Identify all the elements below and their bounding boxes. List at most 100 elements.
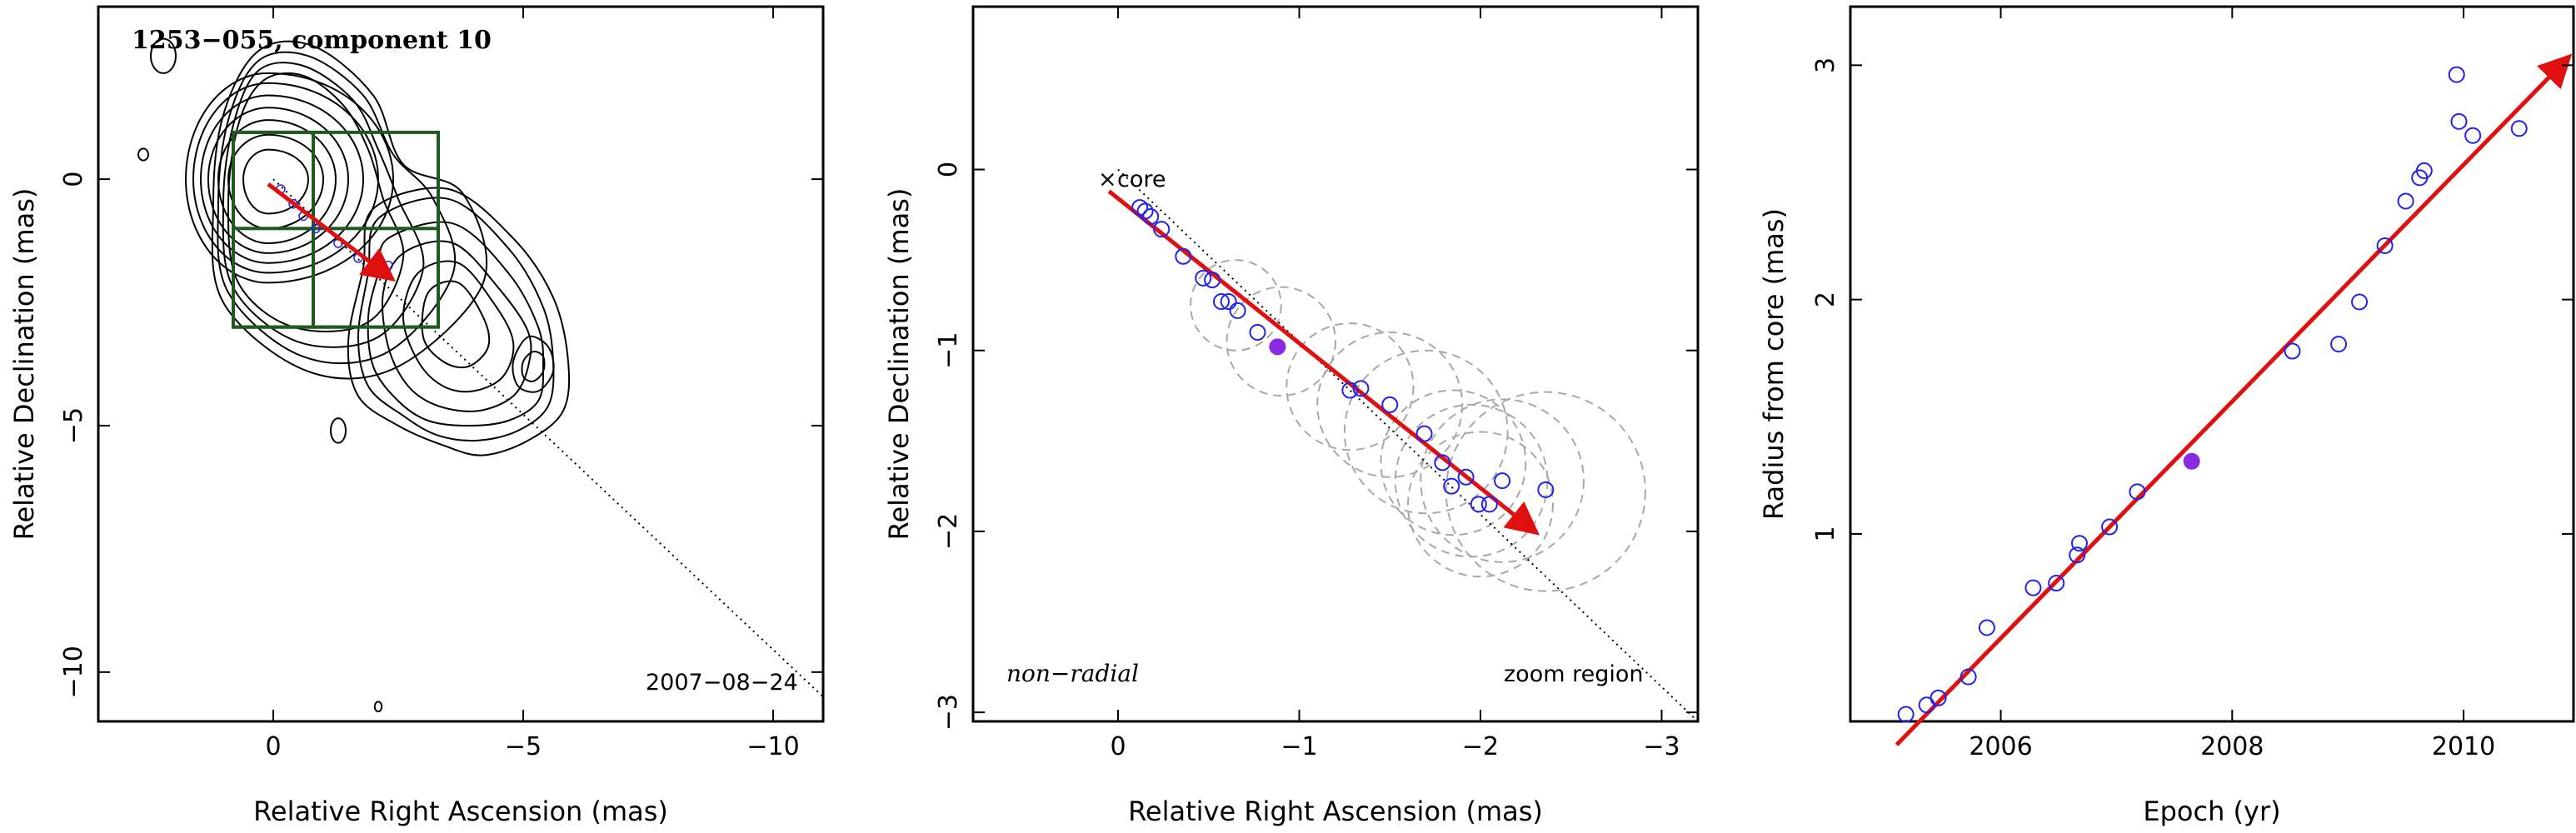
data-point (2397, 192, 2414, 210)
data-point (1153, 221, 1171, 238)
data-point (1470, 496, 1487, 513)
x-tick-label: 2008 (2200, 732, 2264, 761)
x-tick-label: −3 (1643, 732, 1680, 761)
data-point (1249, 323, 1266, 341)
contour-line (357, 197, 555, 441)
contour-line (373, 701, 383, 713)
uncertainty-circle (1343, 349, 1509, 515)
uncertainty-circle (1380, 389, 1527, 536)
annotation-non-radial: non−radial (1006, 660, 1139, 687)
contour-group (137, 37, 571, 713)
panel-contour-map: 0 −5 −10 0 −5 −10 1253−055, component 10 2007… (8, 5, 825, 827)
data-point (2024, 579, 2042, 596)
motion-arrow (267, 182, 396, 282)
data-point (2351, 293, 2369, 311)
y-axis-label: Relative Declination (mas) (883, 188, 915, 541)
epoch-label: 2007−08−24 (646, 670, 798, 696)
y-axis-label: Relative Declination (mas) (8, 188, 40, 541)
data-point (311, 223, 321, 234)
contour-line (217, 51, 457, 365)
x-tick-label: 0 (1110, 732, 1126, 761)
data-point (1457, 468, 1475, 486)
contour-line (184, 72, 395, 284)
highlight-point (2183, 452, 2200, 470)
contour-line (137, 147, 149, 162)
data-point (1897, 706, 1915, 723)
tick-group: 2006 2008 2010 1 2 3 (1811, 7, 2574, 761)
x-tick-label: −2 (1462, 732, 1499, 761)
data-point (2415, 162, 2433, 179)
y-tick-label: −10 (59, 646, 88, 698)
contour-line (227, 133, 325, 230)
contour-line (217, 119, 337, 245)
contour-line (207, 107, 350, 254)
chart-title: 1253−055, component 10 (132, 26, 492, 55)
data-point (1204, 271, 1221, 288)
data-point (2464, 127, 2482, 144)
contour-line (222, 62, 425, 348)
x-tick-label: −1 (1281, 732, 1317, 761)
contour-line (521, 351, 546, 382)
contour-line (211, 40, 487, 380)
panel-radius-vs-epoch: 2006 2008 2010 1 2 3 Epoch (yr) Radius from c… (1758, 5, 2575, 827)
plot-frame (1849, 5, 2575, 723)
data-point (1415, 425, 1433, 442)
data-point (383, 260, 393, 271)
x-axis-label: Epoch (yr) (2143, 796, 2280, 827)
data-point (1195, 269, 1212, 287)
x-axis-label: Relative Right Ascension (mas) (253, 796, 668, 827)
x-tick-label: 2010 (2432, 732, 2495, 761)
y-tick-label: 1 (1811, 526, 1840, 541)
uncertainty-circle (1226, 286, 1336, 397)
contour-line (242, 148, 310, 215)
uncertainty-circle (1407, 431, 1554, 578)
highlight-point (1269, 338, 1286, 356)
y-tick-label: −1 (934, 332, 963, 369)
data-point (1434, 454, 1451, 471)
y-tick-label: 2 (1811, 292, 1840, 307)
contour-line (381, 240, 532, 412)
data-point (1537, 481, 1555, 498)
trend-arrow (1895, 53, 2573, 746)
tick-group: 0 −1 −2 −3 0 −1 −2 −3 (934, 7, 1698, 761)
data-point (1494, 472, 1511, 490)
data-point (1443, 477, 1460, 495)
data-point (2048, 575, 2065, 592)
x-tick-label: 2006 (1969, 732, 2032, 761)
plot-frame (971, 5, 1700, 723)
data-point (1175, 247, 1192, 265)
x-axis-label: Relative Right Ascension (mas) (1128, 796, 1543, 827)
tick-group: 0 −5 −10 0 −5 −10 (59, 7, 823, 761)
x-tick-label: −10 (746, 732, 799, 761)
data-point (2448, 66, 2465, 83)
core-label: core (1117, 167, 1166, 192)
data-point (2284, 342, 2301, 360)
overlay-group (1107, 168, 1699, 722)
data-point (1978, 619, 1995, 636)
contour-line (512, 335, 555, 393)
zoom-box (232, 130, 315, 329)
y-tick-label: 3 (1811, 57, 1840, 73)
data-point (1229, 302, 1246, 319)
data-point (1930, 689, 1947, 706)
data-point (2510, 120, 2528, 137)
y-tick-label: 0 (934, 162, 963, 177)
data-point (2376, 237, 2394, 254)
data-point (1136, 202, 1154, 220)
data-point (1142, 207, 1160, 225)
x-tick-label: −5 (505, 732, 542, 761)
data-point (1480, 496, 1498, 513)
contour-line (347, 187, 571, 456)
y-tick-label: −3 (934, 694, 963, 731)
annotation-zoom-region: zoom region (1504, 661, 1643, 687)
data-point (2101, 518, 2119, 536)
data-point (2070, 535, 2088, 552)
uncertainty-circle (1286, 322, 1415, 451)
contour-line (421, 280, 491, 369)
uncertainty-circle (1190, 259, 1282, 352)
plot-frame (97, 5, 825, 723)
data-point (1918, 696, 1935, 714)
jet-axis-line (1117, 168, 1699, 722)
data-point (2330, 336, 2348, 353)
data-point (1212, 293, 1230, 311)
